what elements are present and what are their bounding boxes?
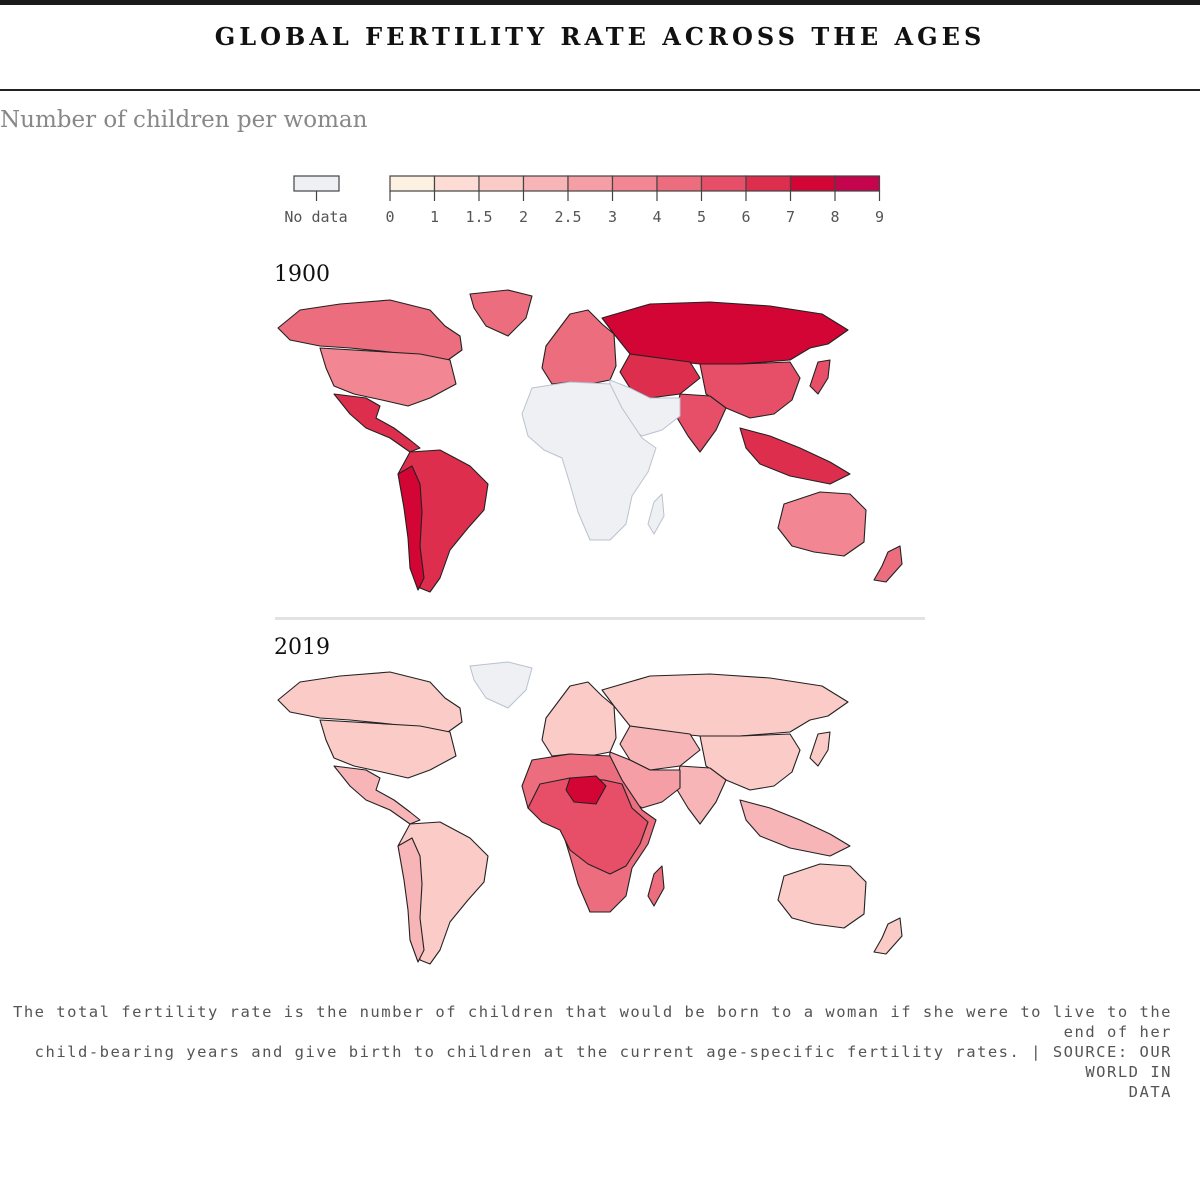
region-india-1900 [675,393,727,453]
region-new-zealand-2019 [873,917,903,955]
subtitle: Number of children per woman [0,107,368,133]
region-australia-1900 [777,491,867,557]
color-legend: No data 0 1 1.5 2 2.5 3 4 5 6 7 8 9 [284,175,884,226]
legend-bin-9 [789,175,836,192]
region-south-america-west-1900 [397,465,425,591]
year-label-2019: 2019 [274,635,330,660]
region-north-america-1900 [277,299,463,361]
region-greenland-1900 [469,289,533,337]
legend-no-data-label: No data [284,208,347,226]
region-madagascar-2019 [647,865,665,907]
legend-tick-label-9: 7 [786,208,795,226]
region-greenland-2019 [469,661,533,709]
legend-bin-2 [478,175,525,192]
legend-tick-label-6: 4 [652,208,661,226]
top-bar [0,0,1200,5]
region-north-america-2019 [277,671,463,733]
footnote-line-1: The total fertility rate is the number o… [12,1003,1172,1041]
region-usa-2019 [319,719,457,779]
region-central-asia-1900 [619,353,701,399]
legend-bin-3 [522,175,569,192]
legend-tick-label-7: 5 [697,208,706,226]
region-australia-2019 [777,863,867,929]
legend-tick-label-0: 0 [385,208,394,226]
region-madagascar-1900 [647,493,665,535]
region-usa-1900 [319,347,457,407]
legend-bin-5 [611,175,658,192]
legend-tick-label-4: 2.5 [554,208,581,226]
region-africa-1900 [521,381,657,541]
legend-tick-label-end: 9 [875,208,884,226]
region-niger-2019 [565,775,607,805]
legend-bin-7 [700,175,747,192]
legend-bin-4 [567,175,614,192]
legend-bin-6 [656,175,703,192]
footnote-line-3: DATA [1128,1083,1172,1101]
region-europe-2019 [541,681,617,757]
legend-tick-label-2: 1.5 [465,208,492,226]
region-new-zealand-1900 [873,545,903,583]
region-southeast-asia-1900 [739,427,851,485]
region-europe-1900 [541,309,617,385]
legend-tick-label-3: 2 [519,208,528,226]
legend-bin-10 [834,175,881,192]
page-title: GLOBAL FERTILITY RATE ACROSS THE AGES [214,22,986,51]
region-india-2019 [675,765,727,825]
map-divider [275,617,925,620]
legend-tick-label-8: 6 [741,208,750,226]
region-central-asia-2019 [619,725,701,771]
region-south-america-west-2019 [397,837,425,963]
legend-no-data-swatch [293,175,340,192]
map-1900 [277,289,903,593]
title-rule [0,89,1200,91]
legend-tick-label-10: 8 [830,208,839,226]
region-southeast-asia-2019 [739,799,851,857]
legend-bin-0 [389,175,436,192]
footnote-line-2: child-bearing years and give birth to ch… [34,1043,1172,1081]
region-japan-1900 [809,359,831,395]
legend-tick-label-5: 3 [608,208,617,226]
map-2019 [277,661,903,965]
region-japan-2019 [809,731,831,767]
legend-bin-1 [433,175,480,192]
legend-tick-label-1: 1 [430,208,439,226]
region-mexico-central-america-2019 [333,765,421,825]
year-label-1900: 1900 [274,262,330,287]
legend-bin-8 [745,175,792,192]
region-mexico-central-america-1900 [333,393,421,453]
footnote: The total fertility rate is the number o… [0,1002,1172,1102]
